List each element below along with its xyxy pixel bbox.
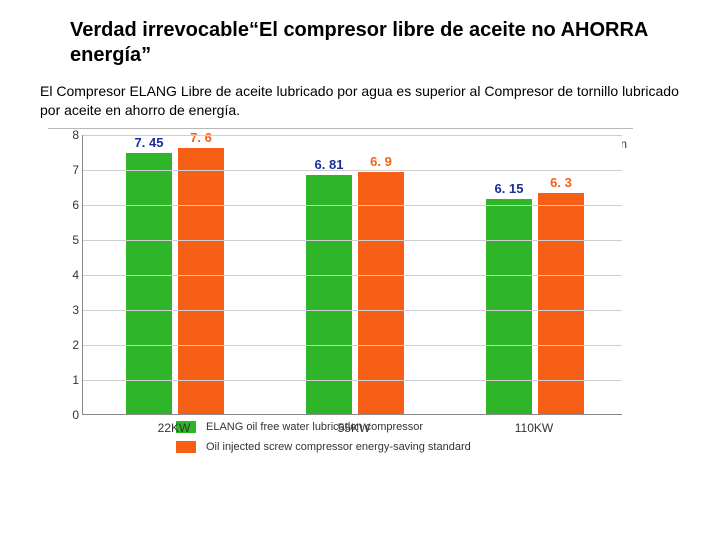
chart-bar-label: 7. 45 [135, 135, 164, 150]
chart-legend-row: Oil injected screw compressor energy-sav… [176, 440, 471, 454]
chart-gridline [83, 310, 622, 311]
chart-gridline [83, 240, 622, 241]
chart-y-tick: 2 [61, 338, 79, 352]
chart-bar-label: 7. 6 [190, 130, 212, 145]
chart-legend: ELANG oil free water lubrication compres… [176, 420, 471, 460]
chart-bar-label: 6. 9 [370, 154, 392, 169]
chart-gridline [83, 205, 622, 206]
chart-legend-label: ELANG oil free water lubrication compres… [206, 421, 423, 433]
chart-gridline [83, 275, 622, 276]
chart-y-tick: 0 [61, 408, 79, 422]
chart-y-tick: 3 [61, 303, 79, 317]
chart-gridline [83, 345, 622, 346]
chart-bar-label: 6. 15 [495, 181, 524, 196]
chart-legend-label: Oil injected screw compressor energy-sav… [206, 441, 471, 453]
chart-gridline [83, 170, 622, 171]
chart-x-label: 55KW [338, 421, 371, 435]
chart-y-tick: 8 [61, 128, 79, 142]
chart-y-tick: 1 [61, 373, 79, 387]
chart-y-tick: 4 [61, 268, 79, 282]
page-title: Verdad irrevocable“El compresor libre de… [40, 18, 680, 68]
chart-bar-label: 6. 3 [550, 175, 572, 190]
chart-bar [306, 175, 352, 413]
chart-x-label: 22KW [158, 421, 191, 435]
chart-y-tick: 7 [61, 163, 79, 177]
chart-bar [358, 172, 404, 414]
chart-y-tick: 6 [61, 198, 79, 212]
chart-bar [486, 199, 532, 414]
page-subtitle: El Compresor ELANG Libre de aceite lubri… [40, 82, 680, 120]
chart-bar [126, 153, 172, 414]
chart-x-label: 110KW [515, 421, 553, 435]
chart-legend-swatch [176, 441, 196, 453]
chart-legend-row: ELANG oil free water lubrication compres… [176, 420, 471, 434]
chart-plot-area: 7. 457. 66. 816. 96. 156. 3 012345678 [82, 135, 622, 415]
chart-gridline [83, 135, 622, 136]
chart-container: Specific power comparison 7. 457. 66. 81… [48, 128, 633, 458]
chart-gridline [83, 380, 622, 381]
chart-bar [178, 148, 224, 414]
chart-y-tick: 5 [61, 233, 79, 247]
